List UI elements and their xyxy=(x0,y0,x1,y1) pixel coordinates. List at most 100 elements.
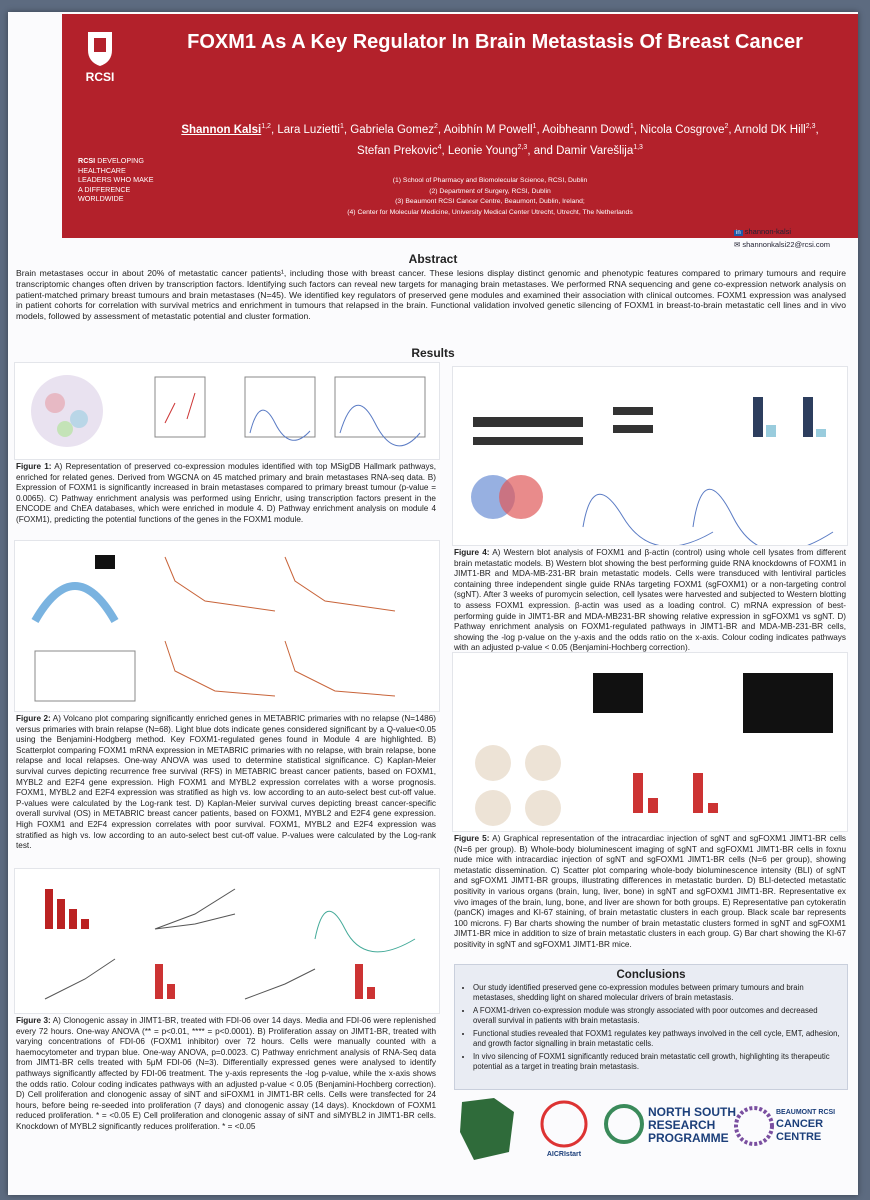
author-name: Gabriela Gomez xyxy=(350,123,435,136)
beaumont-logo xyxy=(734,1106,774,1146)
icon: in xyxy=(734,230,743,236)
author: and Damir Varešlija1,3 xyxy=(533,143,643,157)
bli-image xyxy=(593,673,643,713)
caption-text: A) Volcano plot comparing significantly … xyxy=(16,714,436,851)
nsrp-logo xyxy=(604,1104,644,1144)
logo-text: CENTRE xyxy=(776,1131,821,1143)
logo-text: NORTH SOUTH xyxy=(648,1105,736,1119)
ihc-image xyxy=(525,790,561,826)
author: Aoibhín M Powell1, xyxy=(443,123,543,136)
caption-text: A) Western blot analysis of FOXM1 and β-… xyxy=(454,548,846,653)
plot-frame xyxy=(154,376,206,438)
figure-2-panels xyxy=(14,540,440,712)
author: Lara Luzietti1, xyxy=(277,123,351,136)
ihc-image xyxy=(475,745,511,781)
author-name: Leonie Young xyxy=(447,144,518,157)
poster-title: FOXM1 As A Key Regulator In Brain Metast… xyxy=(187,31,803,53)
affiliation: (1) School of Pharmacy and Biomolecular … xyxy=(392,177,588,184)
author-affiliation: 1 xyxy=(629,123,634,130)
author-name: Aoibhín M Powell xyxy=(443,123,533,136)
figure-caption: Figure 1: A) Representation of preserved… xyxy=(16,462,436,526)
figure-label: Figure 5: xyxy=(454,834,490,843)
figure-label: Figure 3: xyxy=(16,1016,51,1025)
ex-vivo-image xyxy=(743,673,833,733)
crest-logo xyxy=(88,32,112,66)
ihc-image xyxy=(475,790,511,826)
plot-frame xyxy=(244,376,316,438)
caption-text: A) Representation of preserved co-expres… xyxy=(16,462,436,524)
bar-group xyxy=(45,889,89,929)
logo-text: CANCER xyxy=(776,1118,823,1130)
author-affiliation: 4 xyxy=(437,143,442,151)
abstract-heading: Abstract xyxy=(408,252,458,266)
email-address: shannonkalsi22@rcsi.com xyxy=(742,240,831,249)
author-affiliation: 1,3 xyxy=(633,143,643,151)
caption-text: A) Graphical representation of the intra… xyxy=(454,834,847,949)
figure-label: Figure 1: xyxy=(16,462,52,471)
author-name: Aoibheann Dowd xyxy=(542,123,630,136)
conclusion: In vivo silencing of FOXM1 significantly… xyxy=(473,1052,841,1072)
author: Aoibheann Dowd1, xyxy=(542,123,641,136)
affiliations: (1) School of Pharmacy and Biomolecular … xyxy=(230,176,750,218)
affiliation: (4) Center for Molecular Medicine, Unive… xyxy=(347,208,633,216)
author-name: Lara Luzietti xyxy=(277,123,340,136)
author-affiliation: 2,3 xyxy=(517,143,528,151)
conclusion: A FOXM1-driven co-expression module was … xyxy=(473,1006,841,1026)
author-name: Stefan Prekovic xyxy=(357,144,438,157)
author-affiliation: 2,3 xyxy=(805,123,816,130)
logos: AICRIstart NORTH SOUTH RESEARCH PROGRAMM… xyxy=(460,1098,835,1160)
figure-caption: Figure 5: A) Graphical representation of… xyxy=(454,834,846,951)
crest-mark xyxy=(94,38,106,52)
author-affiliation: 1,2 xyxy=(261,123,271,130)
figure-label: Figure 4: xyxy=(454,548,490,557)
proliferation-lines xyxy=(154,888,236,930)
author-name: and Damir Varešlija xyxy=(533,144,634,157)
module xyxy=(45,393,65,413)
linkedin-handle: shannon-kalsi xyxy=(744,227,792,236)
affiliation: (3) Beaumont RCSI Cancer Centre, Beaumon… xyxy=(395,198,585,205)
figure-label: Figure 2: xyxy=(16,714,51,723)
figure-caption: Figure 3: A) Clonogenic assay in JIMT1-B… xyxy=(16,1016,436,1133)
authors: Shannon Kalsi1,2, Lara Luzietti1, Gabrie… xyxy=(170,118,830,160)
header-band xyxy=(62,14,858,238)
figure-5-panels xyxy=(452,652,848,832)
logo-text: AICRIstart xyxy=(547,1151,582,1158)
logo-text: BEAUMONT RCSI xyxy=(776,1109,835,1116)
author-name: Nicola Cosgrove xyxy=(640,123,725,136)
paired-lines xyxy=(164,392,196,424)
module xyxy=(57,421,73,437)
conclusions-heading: Conclusions xyxy=(616,969,686,981)
logo-text: RESEARCH xyxy=(648,1118,715,1132)
bar-group xyxy=(766,425,826,437)
western-blot xyxy=(473,407,653,445)
author: Nicola Cosgrove2, xyxy=(640,123,735,136)
aicri-logo xyxy=(540,1100,588,1148)
results-heading: Results xyxy=(411,346,455,360)
module-network xyxy=(31,375,103,447)
linkedin: in shannon-kalsi xyxy=(734,226,830,239)
figure-1-panels xyxy=(14,362,440,460)
conclusion: Our study identified preserved gene co-e… xyxy=(473,983,841,1003)
abstract-text: Brain metastases occur in about 20% of m… xyxy=(16,268,846,322)
author-name: Arnold DK Hill xyxy=(734,123,806,136)
author: Leonie Young2,3, xyxy=(447,143,534,157)
contact: in shannon-kalsi ✉ shannonkalsi22@rcsi.c… xyxy=(734,226,830,251)
affiliation: (2) Department of Surgery, RCSI, Dublin xyxy=(429,187,551,195)
proliferation-lines xyxy=(44,958,316,1000)
author: Stefan Prekovic4, xyxy=(357,143,448,157)
author: Arnold DK Hill2,3, xyxy=(734,123,819,136)
plot-frame xyxy=(334,376,426,438)
figure-caption: Figure 2: A) Volcano plot comparing sign… xyxy=(16,714,436,852)
bar-group xyxy=(753,397,813,437)
volcano xyxy=(31,582,119,623)
author-affiliation: 2 xyxy=(724,123,729,130)
ihc-image xyxy=(525,745,561,781)
pathway-scatter xyxy=(314,910,416,953)
tagline: RCSI DEVELOPING HEALTHCARE LEADERS WHO M… xyxy=(78,156,158,204)
scatter-frame xyxy=(34,650,136,702)
conclusions-box: Conclusions Our study identified preserv… xyxy=(454,964,848,1090)
conclusions-list: Our study identified preserved gene co-e… xyxy=(459,983,841,1075)
bar-group xyxy=(633,773,718,813)
